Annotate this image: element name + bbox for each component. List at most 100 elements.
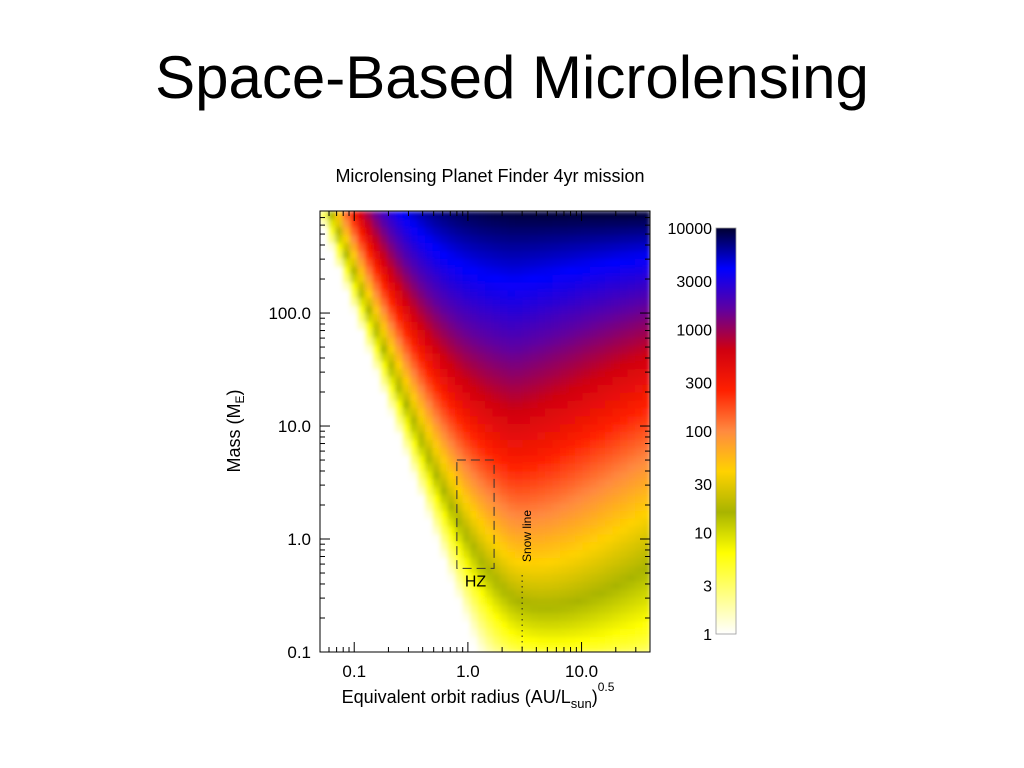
heatmap-cell: [395, 281, 404, 291]
heatmap-cell: [485, 211, 494, 220]
heatmap-cell: [440, 415, 449, 425]
heatmap-cell: [440, 344, 449, 354]
heatmap-cell: [492, 218, 501, 228]
heatmap-cell: [545, 573, 554, 582]
heatmap-cell: [432, 226, 441, 236]
y-tick-label: 10.0: [278, 417, 311, 436]
heatmap-cell: [425, 274, 434, 283]
heatmap-cell: [627, 226, 636, 236]
heatmap-cell: [515, 407, 524, 417]
heatmap-cell: [402, 407, 411, 417]
heatmap-cell: [575, 297, 584, 307]
heatmap-cell: [342, 376, 351, 385]
heatmap-cell: [612, 557, 621, 566]
heatmap-cell: [357, 494, 366, 503]
heatmap-cell: [335, 541, 344, 551]
heatmap-cell: [350, 218, 359, 228]
heatmap-cell: [387, 589, 396, 598]
heatmap-cell: [515, 368, 524, 377]
heatmap-cell: [642, 604, 650, 614]
heatmap-cell: [642, 234, 650, 244]
heatmap-cell: [320, 289, 329, 299]
heatmap-cell: [395, 589, 404, 598]
heatmap-cell: [597, 612, 606, 622]
heatmap-cell: [342, 581, 351, 590]
heatmap-cell: [410, 470, 419, 480]
heatmap-cell: [470, 384, 479, 393]
heatmap-cell: [642, 502, 650, 511]
heatmap-cell: [552, 557, 561, 566]
heatmap-cell: [537, 502, 546, 511]
heatmap-cell: [627, 242, 636, 251]
heatmap-cell: [387, 400, 396, 409]
heatmap-cell: [417, 423, 426, 433]
heatmap-cell: [372, 486, 381, 496]
heatmap-cell: [642, 258, 650, 267]
heatmap-cell: [612, 242, 621, 251]
heatmap-cell: [597, 415, 606, 425]
heatmap-cell: [590, 565, 599, 574]
heatmap-cell: [627, 360, 636, 370]
heatmap-cell: [387, 557, 396, 566]
heatmap-cell: [425, 510, 434, 519]
heatmap-cell: [342, 384, 351, 393]
heatmap-cell: [597, 218, 606, 228]
heatmap-cell: [507, 478, 516, 488]
heatmap-cell: [537, 612, 546, 622]
heatmap-cell: [635, 463, 644, 472]
heatmap-cell: [620, 266, 629, 275]
heatmap-cell: [425, 423, 434, 433]
heatmap-cell: [627, 494, 636, 503]
heatmap-cell: [477, 612, 486, 622]
heatmap-cell: [605, 305, 614, 314]
heatmap-cell: [335, 376, 344, 385]
heatmap-cell: [432, 415, 441, 425]
heatmap-cell: [507, 565, 516, 574]
heatmap-cell: [485, 352, 494, 362]
heatmap-cell: [417, 510, 426, 519]
heatmap-cell: [350, 486, 359, 496]
heatmap-cell: [350, 439, 359, 448]
heatmap-cell: [387, 407, 396, 417]
heatmap-cell: [327, 415, 336, 425]
heatmap-cell: [537, 415, 546, 425]
heatmap-cell: [597, 533, 606, 543]
heatmap-cell: [455, 463, 464, 472]
heatmap-cell: [597, 604, 606, 614]
heatmap-cell: [627, 415, 636, 425]
heatmap-cell: [620, 400, 629, 409]
heatmap-cell: [387, 533, 396, 543]
heatmap-cell: [560, 281, 569, 291]
heatmap-cell: [612, 573, 621, 582]
heatmap-cell: [597, 407, 606, 417]
heatmap-cell: [447, 226, 456, 236]
heatmap-cell: [642, 281, 650, 291]
heatmap-cell: [530, 573, 539, 582]
heatmap-cell: [335, 337, 344, 346]
heatmap-cell: [642, 486, 650, 496]
heatmap-cell: [432, 423, 441, 433]
heatmap-cell: [545, 234, 554, 244]
heatmap-cell: [342, 281, 351, 291]
heatmap-cell: [440, 541, 449, 551]
heatmap-cell: [470, 502, 479, 511]
heatmap-cell: [455, 313, 464, 322]
heatmap-cell: [507, 589, 516, 598]
heatmap-cell: [387, 258, 396, 267]
heatmap-cell: [470, 644, 479, 652]
heatmap-cell: [545, 281, 554, 291]
heatmap-cell: [605, 329, 614, 338]
heatmap-cell: [605, 392, 614, 401]
heatmap-cell: [620, 281, 629, 291]
heatmap-cell: [380, 612, 389, 622]
heatmap-cell: [560, 344, 569, 354]
heatmap-cell: [342, 211, 351, 220]
heatmap-cell: [582, 447, 591, 456]
heatmap-cell: [492, 415, 501, 425]
heatmap-cell: [395, 431, 404, 440]
heatmap-cell: [537, 337, 546, 346]
heatmap-cell: [582, 463, 591, 472]
heatmap-cell: [462, 337, 471, 346]
heatmap-cell: [395, 573, 404, 582]
heatmap-cell: [575, 305, 584, 314]
